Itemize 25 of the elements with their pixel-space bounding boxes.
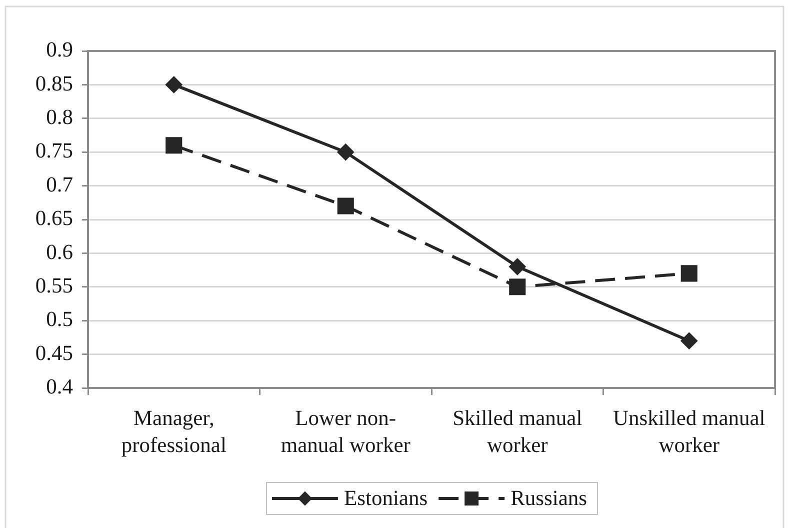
point bbox=[680, 265, 698, 282]
y-tick-label: 0.7 bbox=[46, 172, 74, 196]
point bbox=[680, 332, 698, 350]
x-tick-label: Lower non-manual worker bbox=[280, 406, 410, 457]
legend-label: Estonians bbox=[344, 486, 428, 510]
y-tick-label: 0.85 bbox=[35, 71, 73, 96]
point bbox=[337, 198, 354, 214]
point bbox=[508, 258, 526, 276]
point bbox=[337, 144, 354, 161]
y-tick-label: 0.45 bbox=[35, 340, 73, 365]
y-tick-label: 0.65 bbox=[35, 206, 73, 230]
legend-label: Russians bbox=[510, 486, 588, 510]
point bbox=[509, 278, 526, 296]
y-tick-label: 0.55 bbox=[35, 274, 73, 298]
point bbox=[165, 76, 182, 94]
y-tick-label: 0.5 bbox=[46, 307, 73, 332]
x-tick-label: Manager, professional bbox=[121, 406, 226, 457]
y-tick-label: 0.75 bbox=[35, 138, 73, 163]
y-tick-label: 0.4 bbox=[46, 374, 74, 399]
x-tick-label: Unskilled manual worker bbox=[612, 406, 766, 457]
x-tick-label: Skilled manual worker bbox=[452, 406, 582, 457]
y-tick-label: 0.9 bbox=[46, 38, 73, 62]
y-tick-label: 0.8 bbox=[46, 105, 73, 130]
point bbox=[166, 137, 182, 154]
y-tick-label: 0.6 bbox=[46, 240, 74, 264]
